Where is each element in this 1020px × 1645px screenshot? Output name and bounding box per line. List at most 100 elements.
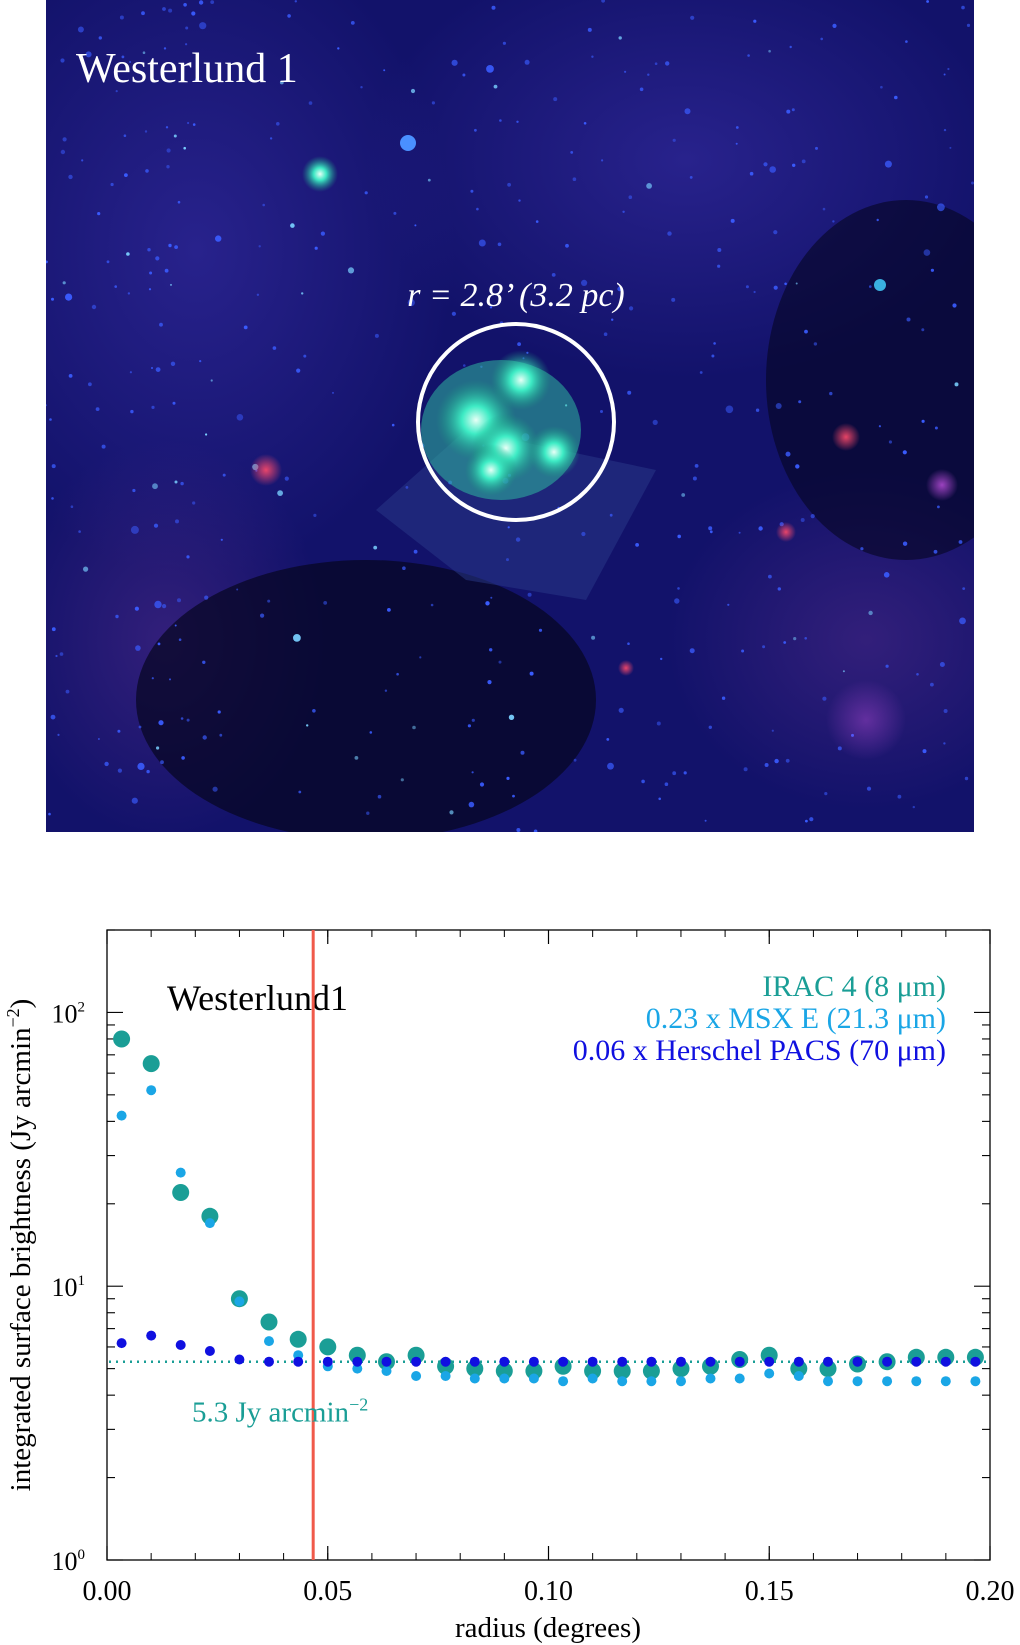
star [212, 786, 218, 792]
data-point [882, 1356, 893, 1367]
star [954, 382, 959, 387]
star [373, 545, 378, 550]
star [51, 497, 54, 500]
star [709, 530, 713, 534]
star [601, 0, 605, 3]
star [175, 519, 179, 524]
star [674, 598, 680, 604]
star [117, 729, 121, 733]
data-point [146, 1085, 157, 1096]
star [515, 537, 521, 542]
star [771, 729, 774, 732]
star [704, 819, 707, 822]
axis-ticks [106, 929, 991, 1561]
star [236, 414, 244, 421]
data-point [940, 1356, 951, 1367]
star [529, 671, 534, 676]
star [832, 220, 835, 223]
star [293, 634, 301, 642]
star [337, 47, 340, 50]
star [236, 588, 239, 591]
series-2 [116, 1330, 981, 1367]
star [400, 778, 404, 782]
y-tick-label: 101 [52, 1273, 86, 1302]
star [524, 59, 530, 65]
star [538, 628, 543, 632]
star [471, 771, 474, 774]
star [880, 85, 883, 89]
star [489, 306, 493, 309]
data-point [175, 1167, 186, 1178]
star [506, 558, 509, 562]
star [287, 14, 291, 18]
star [173, 134, 177, 138]
star [414, 224, 417, 227]
star [672, 771, 677, 776]
star [153, 523, 159, 528]
data-point [175, 1340, 186, 1350]
star [174, 480, 178, 484]
data-point [823, 1356, 833, 1367]
star [868, 610, 873, 616]
star [791, 108, 795, 112]
background-level-label: 5.3 Jy arcmin−2 [192, 1395, 368, 1429]
star [792, 163, 796, 167]
star [172, 401, 176, 405]
star [106, 260, 110, 264]
star [186, 555, 190, 559]
star [755, 408, 760, 412]
star [217, 710, 221, 714]
legend: IRAC 4 (8 μm) 0.23 x MSX E (21.3 μm) 0.0… [573, 970, 946, 1067]
data-point [234, 1296, 245, 1307]
star [451, 311, 456, 316]
star [117, 768, 122, 773]
star [123, 134, 127, 137]
star [110, 182, 114, 187]
data-point [116, 1338, 127, 1349]
star [178, 638, 182, 641]
star [51, 297, 54, 301]
star [312, 709, 316, 713]
star [463, 364, 466, 367]
star [202, 735, 207, 740]
star [735, 142, 738, 145]
star [65, 689, 70, 694]
star [62, 281, 66, 285]
star [127, 292, 131, 295]
star [180, 481, 184, 486]
star [798, 400, 802, 404]
star [627, 390, 632, 395]
star [883, 572, 890, 578]
star [156, 746, 160, 750]
star [815, 146, 818, 150]
data-point [469, 1373, 480, 1384]
data-point [734, 1356, 745, 1367]
star [518, 199, 521, 202]
star [451, 59, 458, 66]
data-point [764, 1356, 775, 1367]
data-point [352, 1356, 363, 1367]
star [600, 410, 603, 413]
star [491, 5, 496, 10]
data-point [676, 1356, 686, 1367]
star [364, 191, 368, 195]
data-point [525, 1362, 543, 1380]
star [943, 742, 946, 745]
star [152, 483, 158, 490]
star [431, 101, 435, 105]
data-point [705, 1356, 716, 1367]
star [665, 61, 670, 66]
data-point [676, 1376, 686, 1387]
star [922, 749, 927, 754]
star [654, 62, 658, 65]
star [786, 109, 791, 114]
star [191, 11, 196, 16]
data-point [940, 1376, 951, 1387]
data-point [705, 1373, 716, 1384]
star [743, 767, 748, 772]
data-point [617, 1356, 628, 1367]
star [713, 342, 716, 345]
star [708, 526, 713, 531]
star [533, 829, 538, 832]
data-point [558, 1356, 569, 1367]
